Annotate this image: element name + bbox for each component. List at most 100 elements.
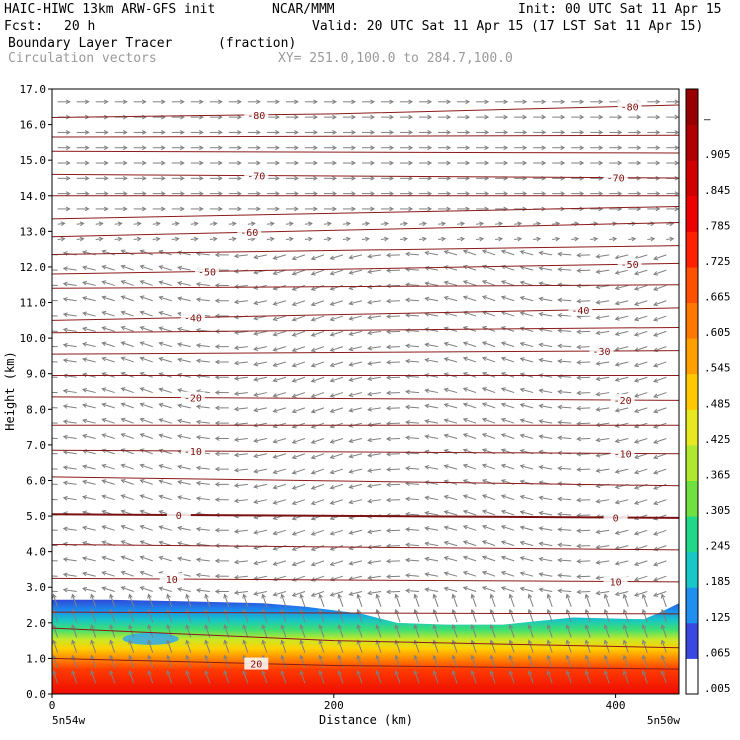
circulation-vector [101, 571, 115, 577]
circulation-vector [128, 593, 135, 607]
circulation-vector [158, 464, 172, 470]
circulation-vector [552, 130, 566, 135]
circulation-vector [253, 560, 267, 566]
circulation-vector [367, 406, 382, 412]
circulation-vector [438, 114, 452, 120]
circulation-vector [291, 284, 306, 291]
circulation-vector [272, 392, 287, 398]
circulation-vector [177, 464, 191, 470]
circulation-vector [195, 281, 210, 287]
circulation-vector [367, 253, 382, 259]
circulation-vector [120, 478, 134, 485]
circulation-vector [576, 543, 591, 549]
circulation-vector [62, 587, 77, 593]
circulation-vector [323, 175, 337, 181]
circulation-vector [514, 130, 528, 135]
field-units: (fraction) [218, 36, 297, 51]
circulation-vector [641, 593, 648, 607]
circulation-vector [337, 624, 344, 638]
circulation-vector [133, 145, 147, 151]
temperature-contour [52, 577, 679, 583]
y-tick-label: 9.0 [26, 368, 46, 381]
circulation-vector [82, 495, 96, 501]
circulation-vector [52, 315, 58, 317]
circulation-vector [190, 191, 204, 196]
circulation-vector [166, 593, 173, 607]
circulation-vector [348, 483, 363, 490]
circulation-vector [304, 175, 318, 181]
circulation-vector [195, 358, 210, 364]
circulation-vector [101, 418, 115, 424]
circulation-vector [405, 496, 420, 502]
circulation-vector [443, 357, 458, 363]
circulation-vector [247, 160, 261, 166]
circulation-vector [304, 99, 318, 105]
circulation-vector [476, 99, 490, 105]
colorbar-swatch [686, 302, 698, 339]
temperature-contour [52, 221, 679, 238]
circulation-vector [500, 463, 515, 470]
circulation-vector [139, 524, 153, 531]
circulation-vector [253, 437, 267, 443]
circulation-vector [400, 175, 414, 181]
circulation-vector [52, 284, 58, 286]
circulation-vector [291, 392, 306, 398]
circulation-vector [76, 130, 90, 135]
circulation-vector [481, 494, 496, 501]
circulation-vector [214, 436, 229, 441]
circulation-vector [361, 191, 376, 196]
circulation-vector [595, 529, 610, 535]
circulation-vector [214, 359, 229, 365]
circulation-vector [385, 314, 401, 319]
circulation-vector [419, 114, 433, 120]
circulation-vector [557, 404, 572, 410]
circulation-vector [628, 160, 642, 166]
circulation-vector [527, 624, 534, 638]
circulation-vector [223, 639, 230, 653]
circulation-vector [538, 526, 553, 531]
circulation-vector [400, 191, 414, 196]
circulation-vector [375, 593, 382, 607]
circulation-vector [462, 479, 477, 485]
contour-label-bg [244, 108, 269, 121]
circulation-vector [76, 160, 90, 166]
circulation-vector [424, 357, 439, 363]
circulation-vector [571, 99, 585, 105]
circulation-vector [552, 160, 566, 166]
circulation-vector [385, 344, 401, 350]
circulation-vector [195, 572, 210, 578]
circulation-vector [233, 253, 248, 259]
circulation-vector [633, 376, 648, 383]
circulation-vector [584, 624, 591, 638]
circulation-vector [101, 494, 115, 501]
circulation-vector [62, 312, 77, 317]
circulation-vector [633, 499, 648, 505]
circulation-vector [538, 572, 553, 577]
circulation-vector [299, 670, 306, 684]
circulation-vector [261, 593, 268, 607]
circulation-vector [519, 494, 534, 501]
circulation-vector [438, 160, 452, 166]
circulation-vector [214, 390, 229, 395]
circulation-vector [519, 556, 534, 562]
colorbar-label: .425 [704, 433, 731, 446]
circulation-vector [158, 540, 172, 547]
circulation-vector [457, 191, 471, 196]
circulation-vector [476, 191, 490, 196]
circulation-vector [481, 540, 496, 547]
circulation-vector [62, 465, 77, 470]
circulation-vector [666, 130, 679, 135]
circulation-vector [82, 433, 96, 439]
y-tick-label: 7.0 [26, 439, 46, 452]
circulation-vector [489, 654, 496, 669]
circulation-vector [348, 392, 363, 398]
circulation-vector [266, 114, 280, 120]
circulation-vector [57, 145, 71, 151]
circulation-vector [609, 160, 623, 166]
circulation-vector [214, 573, 229, 579]
circulation-vector [280, 624, 287, 638]
temperature-contour [52, 449, 679, 455]
circulation-vector [329, 529, 344, 536]
circulation-vector [101, 402, 115, 409]
circulation-vector [400, 99, 414, 105]
